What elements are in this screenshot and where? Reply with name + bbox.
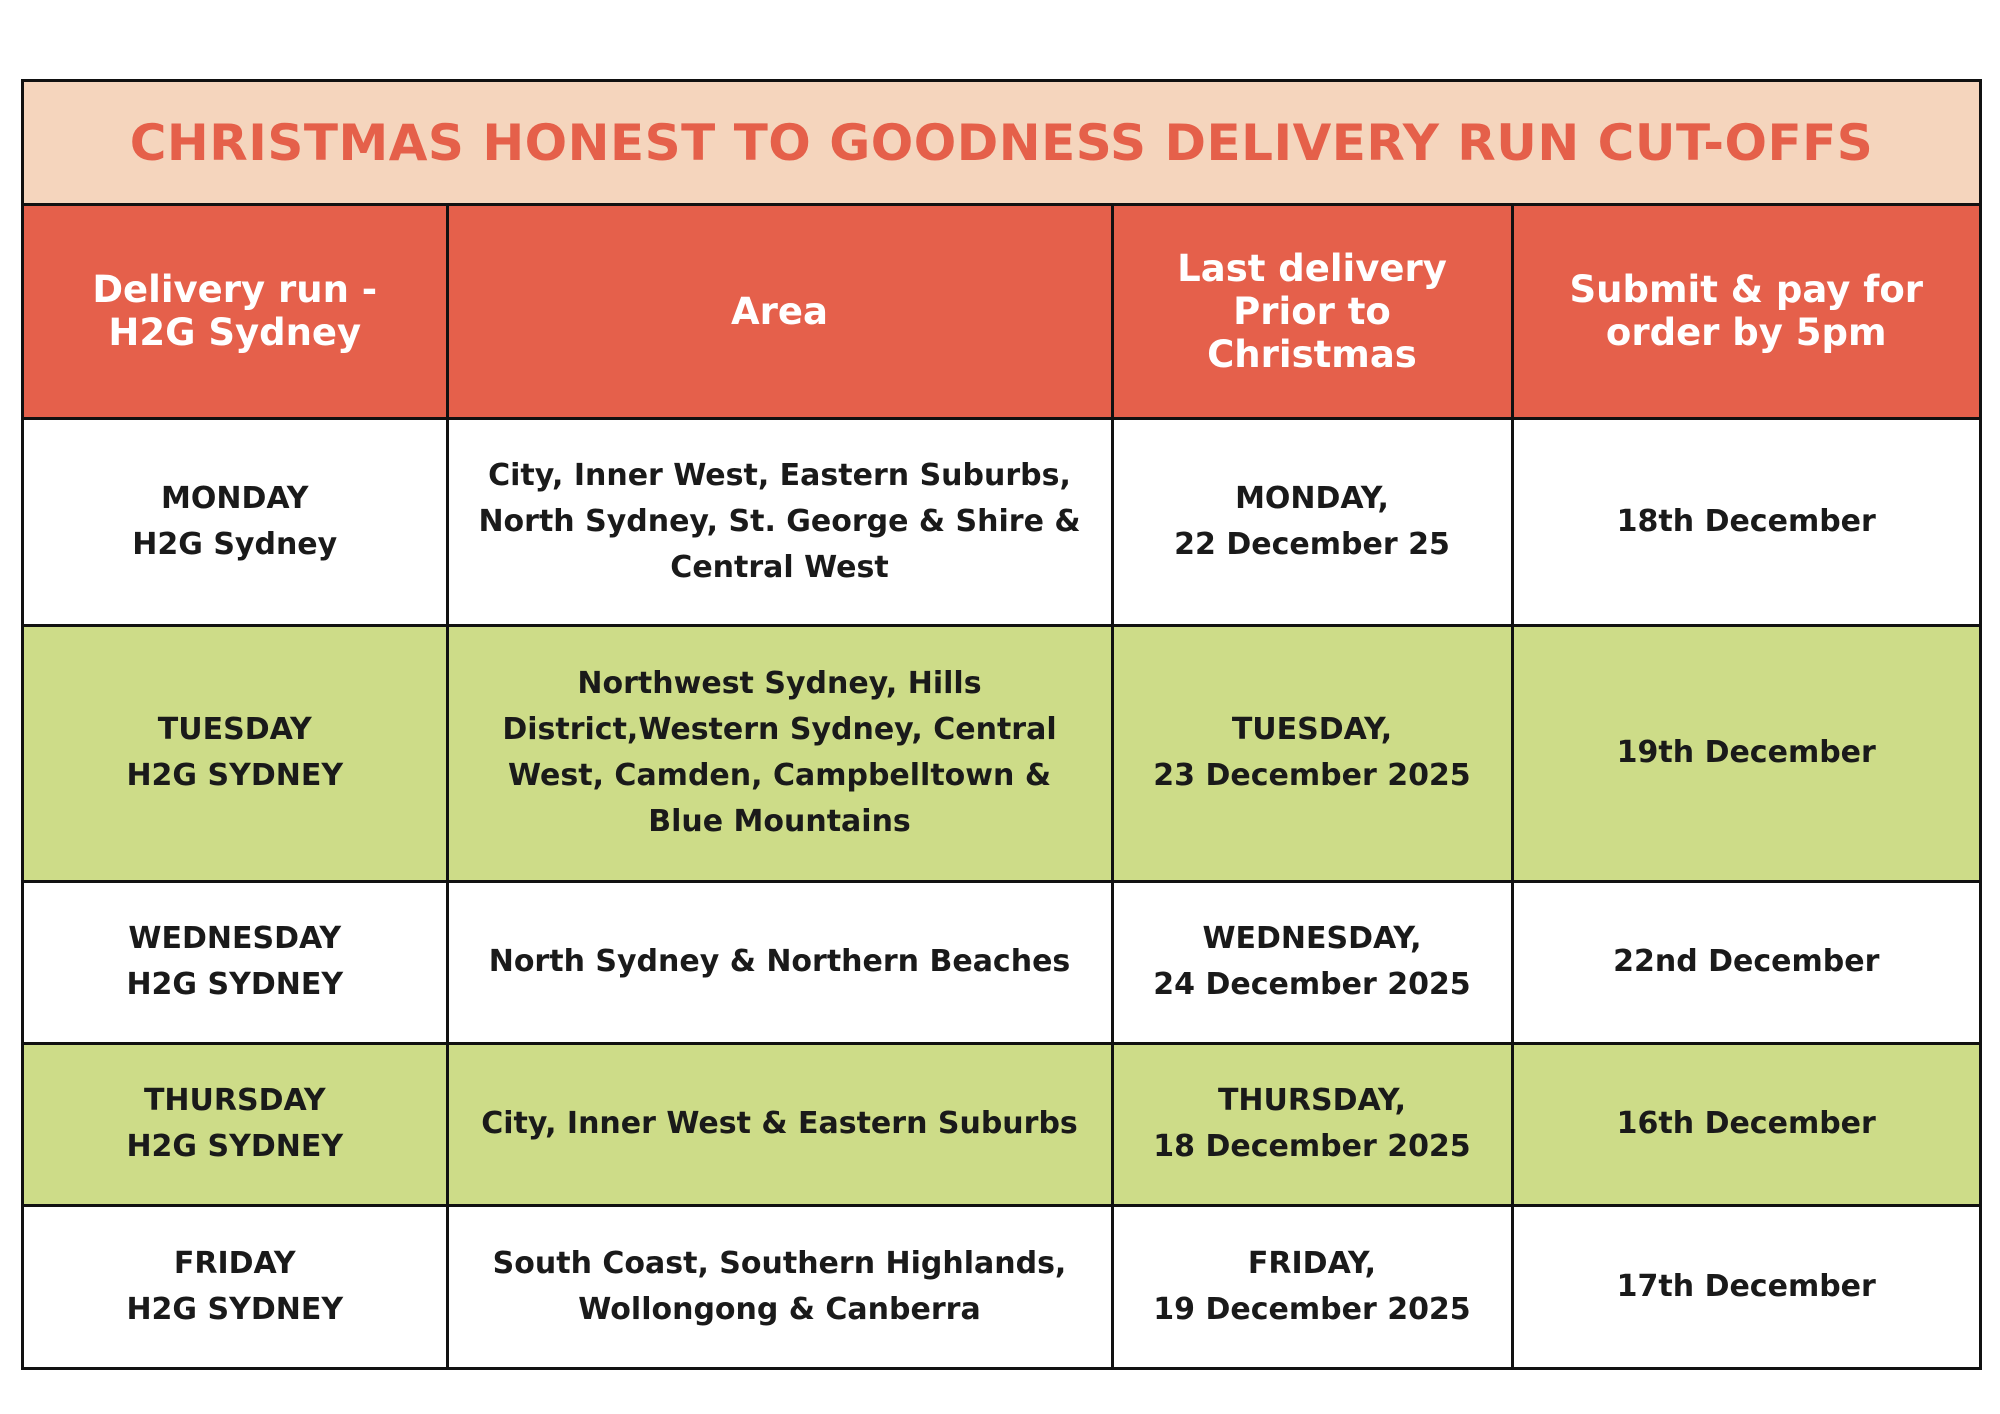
- cell-line: WEDNESDAY: [128, 921, 342, 956]
- header-line: H2G Sydney: [108, 311, 362, 355]
- last-delivery-cell: FRIDAY, 19 December 2025: [1110, 1203, 1514, 1367]
- header-last-delivery: Last delivery Prior to Christmas: [1110, 206, 1514, 420]
- cell-line: TUESDAY: [157, 712, 312, 747]
- header-submit-pay: Submit & pay for order by 5pm: [1510, 206, 1979, 420]
- cell-line: City, Inner West, Eastern Suburbs,: [488, 457, 1071, 493]
- table-row: FRIDAY H2G SYDNEY South Coast, Southern …: [24, 1203, 1979, 1367]
- cell-line: FRIDAY,: [1247, 1245, 1377, 1281]
- area-cell: City, Inner West & Eastern Suburbs: [445, 1041, 1114, 1207]
- cell-line: District,Western Sydney, Central: [502, 712, 1057, 747]
- area-cell: North Sydney & Northern Beaches: [445, 879, 1114, 1045]
- cell-line: MONDAY: [161, 480, 309, 516]
- delivery-run-cell: MONDAY H2G Sydney: [24, 416, 449, 627]
- delivery-run-cell: WEDNESDAY H2G SYDNEY: [24, 879, 449, 1045]
- header-delivery-run: Delivery run - H2G Sydney: [24, 206, 449, 420]
- delivery-cutoff-table: Delivery run - H2G Sydney Area Last deli…: [24, 206, 1979, 1367]
- header-line: Prior to: [1233, 289, 1391, 333]
- page-title: CHRISTMAS HONEST TO GOODNESS DELIVERY RU…: [129, 113, 1874, 172]
- cell-line: 22nd December: [1613, 944, 1880, 979]
- cell-line: H2G Sydney: [132, 526, 338, 562]
- area-cell: South Coast, Southern Highlands, Wollong…: [445, 1203, 1114, 1367]
- cell-line: 22 December 25: [1174, 526, 1450, 562]
- cell-line: 18 December 2025: [1153, 1129, 1471, 1164]
- cell-line: H2G SYDNEY: [126, 1129, 344, 1164]
- cell-line: 17th December: [1616, 1268, 1876, 1304]
- cell-line: FRIDAY: [173, 1245, 296, 1281]
- table-row: MONDAY H2G Sydney City, Inner West, East…: [24, 416, 1979, 627]
- cell-line: North Sydney, St. George & Shire &: [478, 503, 1081, 539]
- area-cell: City, Inner West, Eastern Suburbs, North…: [445, 416, 1114, 627]
- cutoff-cell: 18th December: [1510, 416, 1979, 627]
- last-delivery-cell: MONDAY, 22 December 25: [1110, 416, 1514, 627]
- cell-line: South Coast, Southern Highlands,: [492, 1245, 1067, 1281]
- cutoff-cell: 16th December: [1510, 1041, 1979, 1207]
- header-line: Last delivery: [1177, 246, 1447, 290]
- cutoff-cell: 19th December: [1510, 623, 1979, 883]
- cell-line: Northwest Sydney, Hills: [577, 666, 982, 701]
- cell-line: H2G SYDNEY: [126, 967, 344, 1002]
- delivery-run-cell: FRIDAY H2G SYDNEY: [24, 1203, 449, 1367]
- cell-line: WEDNESDAY,: [1202, 921, 1422, 956]
- cell-line: THURSDAY: [143, 1083, 326, 1118]
- cell-line: Central West: [670, 549, 889, 585]
- cell-line: THURSDAY,: [1217, 1083, 1407, 1118]
- header-line: Area: [731, 289, 828, 333]
- cutoff-schedule-sheet: CHRISTMAS HONEST TO GOODNESS DELIVERY RU…: [21, 79, 1982, 1370]
- cell-line: Wollongong & Canberra: [578, 1291, 981, 1327]
- last-delivery-cell: TUESDAY, 23 December 2025: [1110, 623, 1514, 883]
- cell-line: 23 December 2025: [1153, 758, 1471, 793]
- header-line: Christmas: [1207, 332, 1417, 376]
- cell-line: MONDAY,: [1235, 480, 1389, 516]
- table-row: THURSDAY H2G SYDNEY City, Inner West & E…: [24, 1041, 1979, 1207]
- delivery-run-cell: THURSDAY H2G SYDNEY: [24, 1041, 449, 1207]
- header-line: Submit & pay for: [1569, 268, 1923, 312]
- cutoff-cell: 22nd December: [1510, 879, 1979, 1045]
- cell-line: 16th December: [1616, 1106, 1876, 1141]
- delivery-run-cell: TUESDAY H2G SYDNEY: [24, 623, 449, 883]
- cutoff-cell: 17th December: [1510, 1203, 1979, 1367]
- table-row: WEDNESDAY H2G SYDNEY North Sydney & Nort…: [24, 879, 1979, 1045]
- cell-line: North Sydney & Northern Beaches: [488, 944, 1071, 979]
- table-row: TUESDAY H2G SYDNEY Northwest Sydney, Hil…: [24, 623, 1979, 883]
- cell-line: West, Camden, Campbelltown &: [508, 758, 1051, 793]
- cell-line: 18th December: [1616, 503, 1876, 539]
- header-area: Area: [445, 206, 1114, 420]
- header-line: order by 5pm: [1605, 311, 1887, 355]
- cell-line: H2G SYDNEY: [126, 758, 344, 793]
- cell-line: 19th December: [1616, 735, 1876, 770]
- cell-line: Blue Mountains: [648, 804, 911, 839]
- cell-line: TUESDAY,: [1231, 712, 1393, 747]
- cell-line: City, Inner West & Eastern Suburbs: [481, 1106, 1078, 1141]
- header-line: Delivery run -: [92, 268, 378, 312]
- header-row: Delivery run - H2G Sydney Area Last deli…: [24, 206, 1979, 420]
- cell-line: 24 December 2025: [1153, 967, 1471, 1002]
- cell-line: H2G SYDNEY: [126, 1291, 344, 1327]
- title-bar: CHRISTMAS HONEST TO GOODNESS DELIVERY RU…: [24, 82, 1979, 206]
- area-cell: Northwest Sydney, Hills District,Western…: [445, 623, 1114, 883]
- last-delivery-cell: THURSDAY, 18 December 2025: [1110, 1041, 1514, 1207]
- last-delivery-cell: WEDNESDAY, 24 December 2025: [1110, 879, 1514, 1045]
- cell-line: 19 December 2025: [1153, 1291, 1471, 1327]
